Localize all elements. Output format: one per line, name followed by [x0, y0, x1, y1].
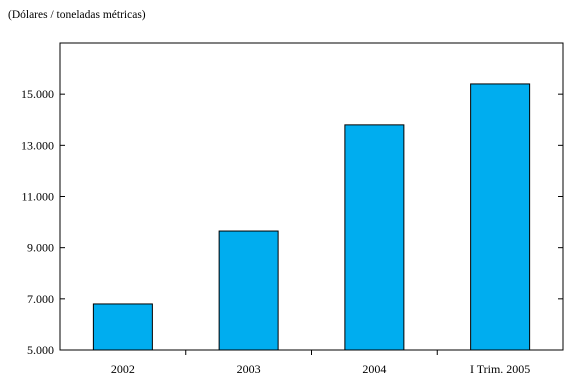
- y-tick-label: 5.000: [27, 343, 54, 357]
- bar: [470, 83, 531, 351]
- axes-group: 2002 2003 2004 I Trim. 2005 5.000 7.000 9.000 1…: [21, 42, 564, 376]
- y-tick-label: 15.000: [21, 87, 54, 101]
- bars-group: [92, 83, 531, 351]
- y-tick-label: 7.000: [27, 292, 54, 306]
- bar: [344, 124, 405, 351]
- x-tick-label: I Trim. 2005: [470, 362, 530, 376]
- y-tick-label: 13.000: [21, 138, 54, 152]
- y-tick-label: 9.000: [27, 241, 54, 255]
- x-tick-label: 2002: [111, 362, 135, 376]
- unit-label: (Dólares / toneladas métricas): [8, 9, 146, 21]
- bar: [92, 303, 153, 351]
- x-tick-label: 2003: [237, 362, 261, 376]
- bar: [218, 230, 279, 351]
- x-tick-label: 2004: [362, 362, 386, 376]
- y-tick-label: 11.000: [21, 190, 54, 204]
